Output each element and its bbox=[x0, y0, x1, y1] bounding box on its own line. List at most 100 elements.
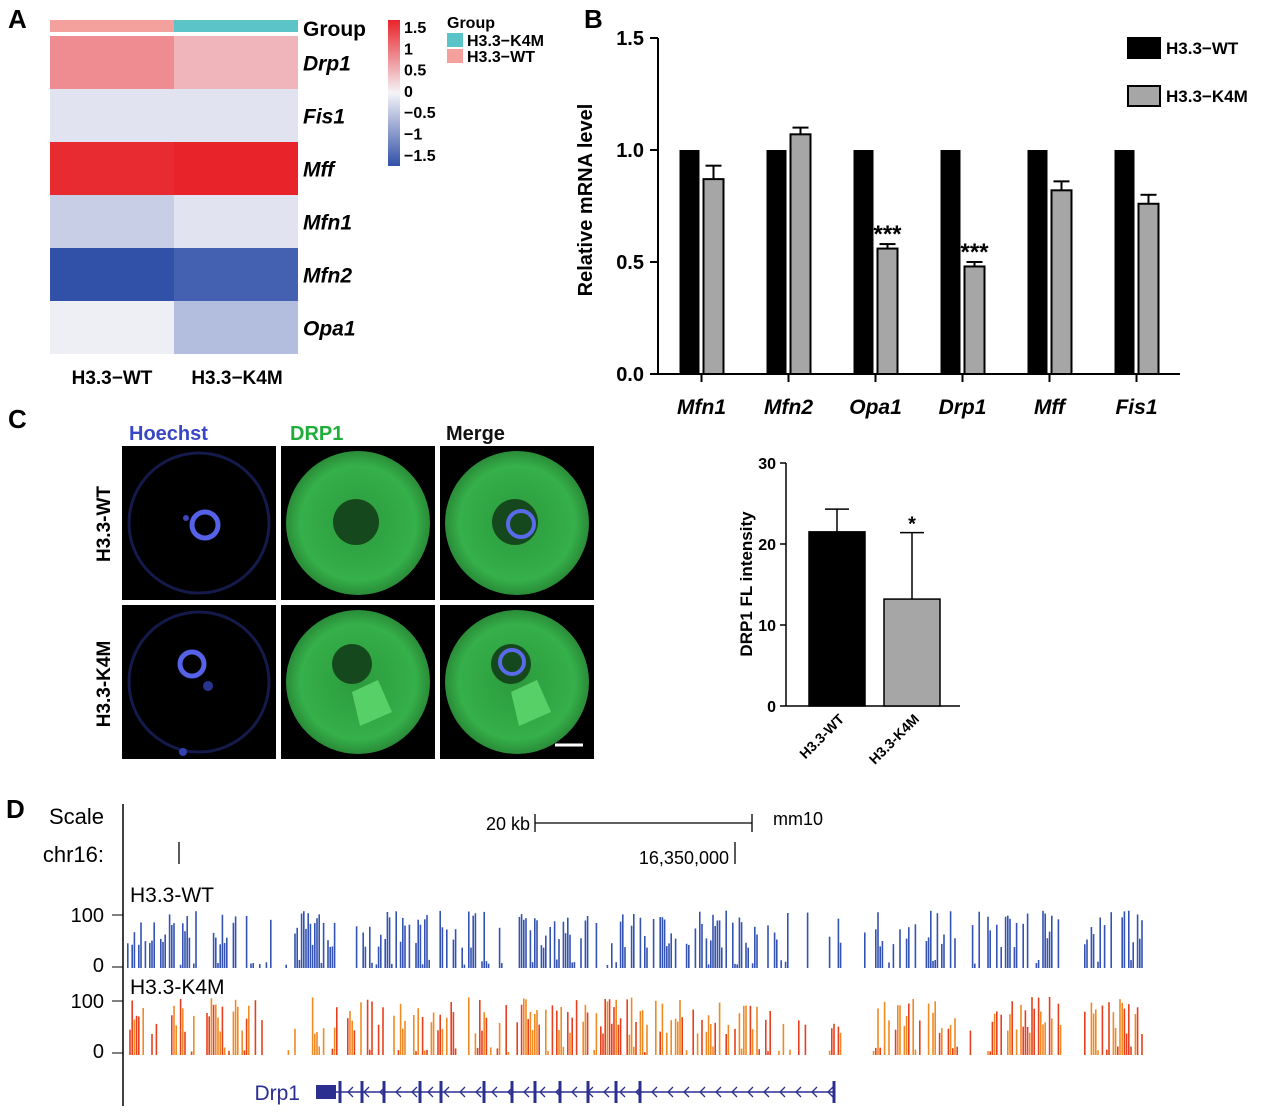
heatmap-cell-opa1-k4m bbox=[174, 301, 298, 354]
signal-bar bbox=[327, 940, 329, 968]
signal-bar bbox=[681, 1017, 683, 1055]
signal-bar bbox=[547, 1051, 549, 1055]
signal-bar bbox=[549, 927, 551, 968]
signal-bar bbox=[569, 934, 571, 968]
group-legend-label-wt: H3.3−WT bbox=[467, 49, 535, 66]
gene-strand-arrow bbox=[363, 1086, 370, 1098]
signal-bar bbox=[969, 1030, 972, 1055]
signal-bar bbox=[454, 929, 457, 968]
signal-bar bbox=[1051, 915, 1053, 968]
signal-bar bbox=[685, 943, 688, 968]
signal-bar bbox=[908, 1003, 910, 1055]
signal-bar bbox=[452, 1012, 455, 1055]
signal-bar bbox=[439, 910, 441, 968]
bar-k4m-drp1 bbox=[963, 265, 986, 376]
signal-bar bbox=[331, 1048, 334, 1055]
signal-bar bbox=[1119, 999, 1121, 1055]
signal-bar bbox=[956, 1046, 958, 1055]
signal-bar bbox=[624, 947, 626, 968]
signal-bar bbox=[1123, 1008, 1126, 1055]
group-legend-swatch-wt bbox=[447, 49, 463, 63]
signal-bar bbox=[1007, 915, 1009, 968]
signal-bar bbox=[747, 947, 749, 968]
signal-bar bbox=[241, 1030, 243, 1055]
colorbar-tick-label: −1.5 bbox=[404, 148, 436, 165]
signal-bar bbox=[571, 962, 573, 968]
channel-label-merge: Merge bbox=[446, 423, 505, 445]
signal-bar bbox=[470, 947, 472, 968]
signal-bar bbox=[564, 933, 567, 968]
signal-bar bbox=[934, 960, 936, 968]
signal-bar bbox=[184, 931, 186, 968]
bar-k4m-fis1 bbox=[1137, 202, 1160, 375]
gene-exon bbox=[614, 1081, 618, 1103]
heatmap-row-label-fis1: Fis1 bbox=[303, 106, 345, 129]
chr-label: chr16: bbox=[43, 842, 104, 867]
gene-strand-arrow bbox=[443, 1086, 450, 1098]
signal-bar bbox=[371, 962, 373, 968]
signal-bar bbox=[974, 963, 976, 968]
signal-bar bbox=[692, 1009, 694, 1055]
signal-bar bbox=[138, 1016, 140, 1055]
signal-bar bbox=[787, 913, 789, 968]
signal-bar bbox=[452, 939, 455, 968]
signal-bar bbox=[485, 1017, 488, 1055]
signal-bar bbox=[525, 999, 527, 1055]
signal-bar bbox=[641, 1010, 644, 1055]
signal-bar bbox=[384, 939, 386, 968]
signal-bar bbox=[155, 1023, 158, 1055]
signal-bar bbox=[507, 1051, 510, 1055]
signal-bar bbox=[646, 1024, 648, 1055]
signal-bar bbox=[468, 911, 470, 968]
signal-bar bbox=[375, 964, 378, 968]
signal-bar bbox=[646, 947, 648, 968]
panel-d: D Scale chr16: 20 kb mm10 16,350,000 H3.… bbox=[6, 794, 1143, 1106]
heatmap-col-label-k4m: H3.3−K4M bbox=[191, 368, 282, 389]
signal-bar bbox=[718, 920, 721, 968]
signal-bar bbox=[182, 923, 184, 968]
signal-bar bbox=[1114, 1028, 1117, 1055]
heatmap-cell-drp1-k4m bbox=[174, 36, 298, 89]
panel-c-ylabel: DRP1 FL intensity bbox=[737, 511, 756, 657]
heatmap-row-labels: Drp1 Fis1 Mff Mfn1 Mfn2 Opa1 bbox=[303, 53, 356, 341]
signal-bar bbox=[611, 1023, 613, 1055]
signal-bar bbox=[127, 943, 129, 968]
signal-bar bbox=[393, 1015, 395, 1055]
signal-bar bbox=[595, 1013, 598, 1055]
signal-bar bbox=[476, 1047, 479, 1055]
signal-bar bbox=[360, 1002, 362, 1055]
signal-bar bbox=[1033, 1008, 1035, 1055]
track-name-wt: H3.3-WT bbox=[130, 884, 214, 907]
signal-bar bbox=[307, 913, 309, 968]
signal-bar bbox=[734, 1028, 736, 1055]
group-legend-swatch-k4m bbox=[447, 33, 463, 47]
signal-bar bbox=[531, 1030, 534, 1055]
signal-bar bbox=[927, 937, 930, 968]
signal-bar bbox=[314, 1033, 316, 1055]
signal-bar bbox=[399, 1003, 402, 1055]
signal-bar bbox=[498, 927, 501, 968]
signal-bar bbox=[217, 1017, 219, 1055]
signal-bar bbox=[932, 961, 934, 968]
panel-b-x-label-opa1: Opa1 bbox=[849, 396, 902, 419]
signal-bar bbox=[892, 944, 895, 968]
gene-strand-arrow bbox=[555, 1086, 562, 1098]
signal-bar bbox=[604, 999, 606, 1055]
signal-bar bbox=[996, 1011, 998, 1055]
signal-bar bbox=[404, 925, 406, 968]
gene-strand-arrow bbox=[395, 1086, 402, 1098]
signal-bar bbox=[688, 945, 690, 968]
signal-bar bbox=[542, 947, 545, 968]
signal-bar bbox=[1015, 922, 1018, 968]
signal-bar bbox=[468, 997, 470, 1055]
gene-strand-arrow bbox=[827, 1086, 834, 1098]
signal-bar bbox=[954, 1018, 956, 1055]
gene-strand-arrow bbox=[587, 1086, 594, 1098]
signal-bar bbox=[1128, 910, 1130, 968]
signal-bar bbox=[1011, 1001, 1013, 1055]
signal-bar bbox=[133, 1019, 136, 1055]
signal-bar bbox=[875, 929, 877, 968]
signal-bar bbox=[699, 911, 701, 968]
signal-bar bbox=[1084, 944, 1086, 968]
signal-bar bbox=[914, 924, 917, 968]
